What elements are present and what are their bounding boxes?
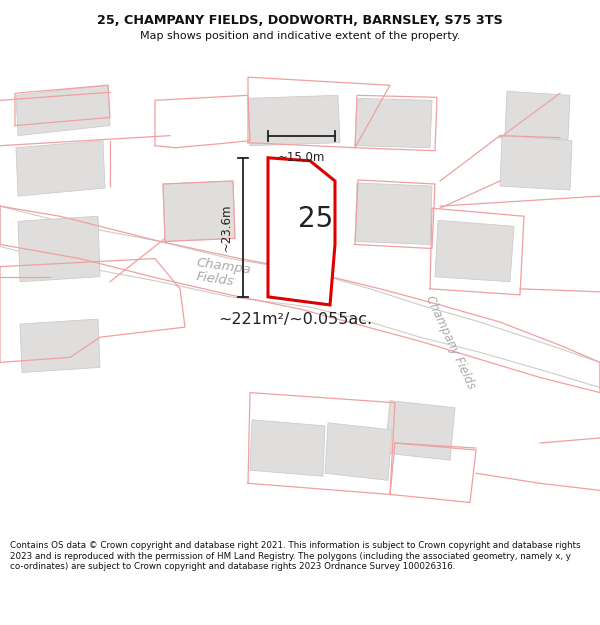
Polygon shape (248, 95, 340, 146)
Polygon shape (16, 85, 110, 136)
Polygon shape (355, 183, 432, 244)
Polygon shape (0, 206, 600, 388)
Polygon shape (16, 141, 105, 196)
Polygon shape (18, 216, 100, 282)
Polygon shape (500, 136, 572, 190)
Text: Champany Fields: Champany Fields (422, 293, 478, 391)
Text: Contains OS data © Crown copyright and database right 2021. This information is : Contains OS data © Crown copyright and d… (10, 541, 581, 571)
Polygon shape (385, 401, 455, 460)
Polygon shape (250, 420, 325, 476)
Polygon shape (163, 181, 235, 241)
Text: ~221m²/~0.055ac.: ~221m²/~0.055ac. (218, 311, 372, 326)
Text: Map shows position and indicative extent of the property.: Map shows position and indicative extent… (140, 31, 460, 41)
Polygon shape (20, 319, 100, 372)
Text: Champa: Champa (195, 256, 251, 277)
Text: 25, CHAMPANY FIELDS, DODWORTH, BARNSLEY, S75 3TS: 25, CHAMPANY FIELDS, DODWORTH, BARNSLEY,… (97, 14, 503, 27)
Text: Fields: Fields (195, 269, 235, 288)
Polygon shape (435, 220, 514, 282)
Text: ~15.0m: ~15.0m (278, 151, 325, 164)
Text: 25: 25 (298, 205, 333, 233)
Polygon shape (355, 98, 432, 148)
Polygon shape (505, 91, 570, 139)
Polygon shape (268, 158, 335, 305)
Text: ~23.6m: ~23.6m (220, 204, 233, 251)
Polygon shape (325, 423, 392, 480)
